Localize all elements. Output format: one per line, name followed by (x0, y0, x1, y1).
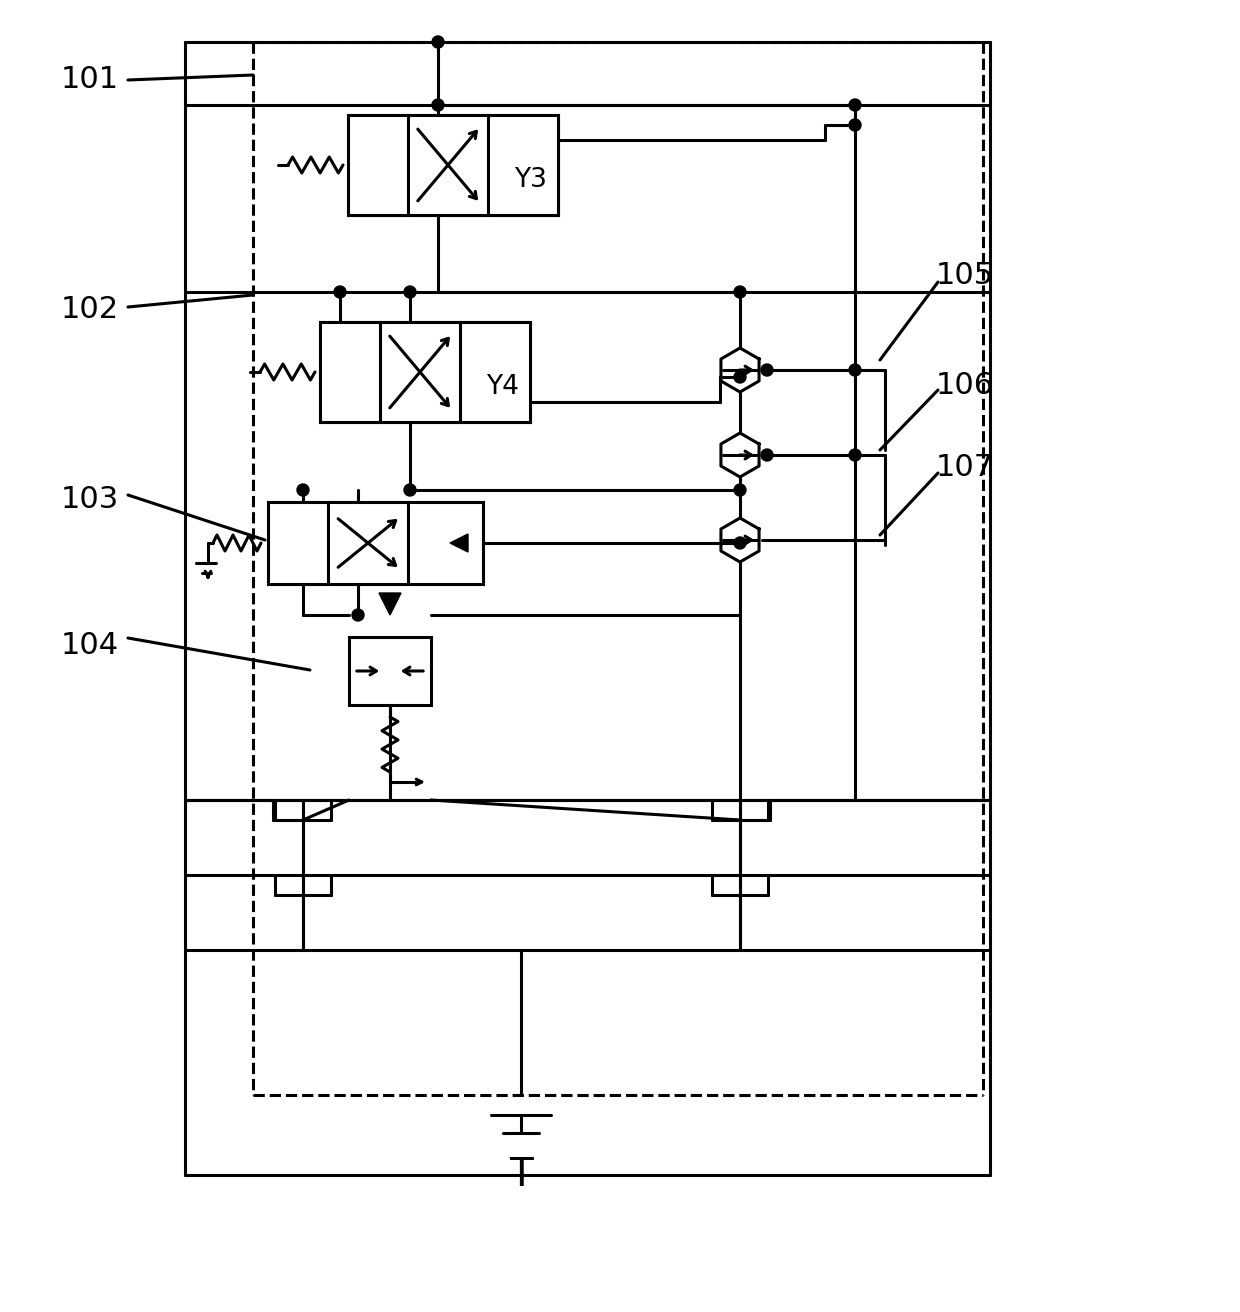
Text: 104: 104 (61, 631, 119, 660)
Circle shape (761, 363, 773, 377)
Polygon shape (450, 534, 467, 552)
Circle shape (404, 286, 415, 298)
Bar (320, 321, 379, 422)
Circle shape (334, 286, 346, 298)
Text: 101: 101 (61, 66, 119, 94)
Bar (348, 638, 432, 705)
Bar (320, 321, 529, 422)
Circle shape (352, 609, 365, 621)
Circle shape (734, 286, 746, 298)
Circle shape (849, 119, 861, 131)
Text: T: T (510, 1156, 533, 1194)
Bar (348, 115, 408, 215)
Text: Y4: Y4 (486, 374, 518, 400)
Bar (268, 502, 484, 584)
Circle shape (849, 363, 861, 377)
Text: 107: 107 (936, 454, 994, 483)
Circle shape (734, 371, 746, 383)
Bar (408, 502, 484, 584)
Circle shape (849, 449, 861, 461)
Bar (268, 502, 329, 584)
Text: 103: 103 (61, 485, 119, 514)
Circle shape (849, 98, 861, 112)
Circle shape (298, 484, 309, 496)
Bar (460, 321, 529, 422)
Circle shape (734, 537, 746, 548)
Circle shape (432, 35, 444, 49)
Bar (348, 115, 558, 215)
Bar (379, 321, 460, 422)
Bar (329, 502, 408, 584)
Circle shape (734, 484, 746, 496)
Text: Y3: Y3 (513, 167, 547, 193)
Circle shape (432, 98, 444, 112)
Text: 106: 106 (936, 370, 994, 399)
Polygon shape (379, 593, 401, 615)
Bar (408, 115, 489, 215)
Text: 102: 102 (61, 295, 119, 324)
Circle shape (404, 484, 415, 496)
Text: 105: 105 (936, 261, 994, 290)
Circle shape (761, 449, 773, 461)
Bar (489, 115, 558, 215)
